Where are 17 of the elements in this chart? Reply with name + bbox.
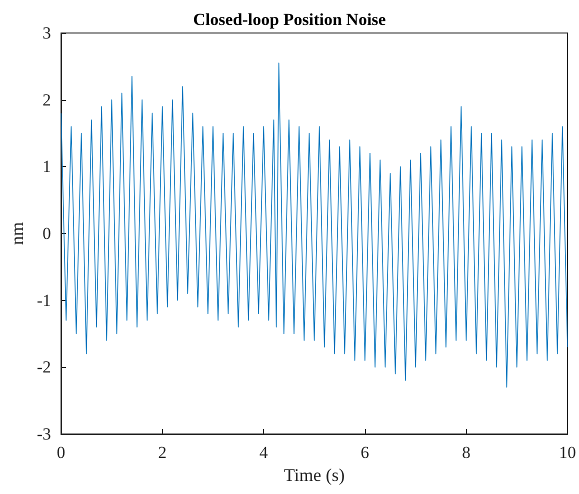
y-axis-title: nm [7, 222, 27, 246]
x-tick-label: 0 [56, 443, 66, 462]
y-tick-label: -1 [36, 290, 52, 310]
y-tick-label: -2 [36, 358, 52, 377]
chart-title: Closed-loop Position Noise [193, 10, 386, 29]
x-tick-label: 4 [259, 443, 268, 462]
y-tick-label: -3 [36, 424, 52, 444]
y-tick-label: 3 [42, 24, 52, 42]
y-tick-label: 1 [42, 157, 52, 176]
x-tick-label: 10 [559, 443, 576, 462]
x-axis-title: Time (s) [284, 464, 345, 485]
x-tick-label: 8 [462, 443, 470, 462]
x-tick-label: 2 [158, 443, 167, 462]
line-series [60, 62, 568, 388]
y-tick-label: 2 [42, 90, 52, 110]
y-tick-label: 0 [42, 224, 52, 243]
x-tick-label: 6 [360, 443, 370, 462]
